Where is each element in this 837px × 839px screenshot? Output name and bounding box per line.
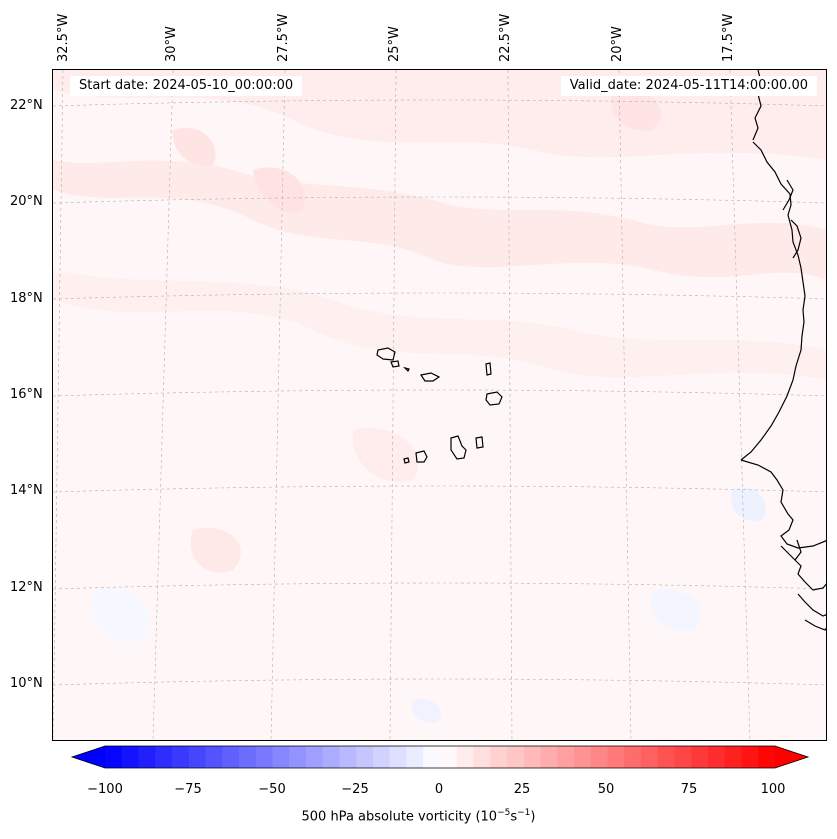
colorbar-segment [121, 746, 139, 768]
lon-label-20w: 20°W [610, 26, 625, 62]
colorbar-tick: −75 [174, 782, 202, 797]
valid-date-label: Valid_date: 2024-05-11T14:00:00.00 [560, 76, 817, 96]
colorbar-label: 500 hPa absolute vorticity (10−5s−1) [301, 808, 536, 825]
colorbar-segment [205, 746, 223, 768]
lon-label-32-5w: 32.5°W [56, 13, 71, 62]
island-fogo [415, 450, 428, 463]
vorticity-field [53, 70, 826, 740]
colorbar-tick: −50 [258, 782, 286, 797]
start-date-label: Start date: 2024-05-10_00:00:00 [70, 76, 303, 96]
island-sao-vicente [390, 360, 400, 368]
lat-label-22n: 22°N [10, 98, 43, 113]
colorbar-segment [373, 746, 391, 768]
colorbar-segment [674, 746, 692, 768]
colorbar-segment [155, 746, 173, 768]
island-santo-antao [376, 347, 396, 361]
colorbar-segment [456, 746, 474, 768]
colorbar-segment [138, 746, 156, 768]
colorbar-segment [624, 746, 642, 768]
colorbar-segment [339, 746, 357, 768]
colorbar-tick: 0 [434, 782, 444, 797]
colorbar-segment [473, 746, 491, 768]
colorbar-tick: 50 [597, 782, 615, 797]
colorbar-tick: −25 [341, 782, 369, 797]
colorbar-svg [70, 745, 810, 769]
colorbar-segment [724, 746, 742, 768]
lat-label-20n: 20°N [10, 194, 43, 209]
colorbar-segment [540, 746, 558, 768]
lat-label-12n: 12°N [10, 580, 43, 595]
lon-label-30w: 30°W [164, 26, 179, 62]
colorbar-segment [691, 746, 709, 768]
lon-label-17-5w: 17.5°W [721, 13, 736, 62]
colorbar-segment [172, 746, 190, 768]
cape-verde-islands [376, 347, 503, 464]
colorbar-segment [188, 746, 206, 768]
lat-label-10n: 10°N [10, 676, 43, 691]
colorbar-tick: −100 [87, 782, 123, 797]
african-coastline [740, 70, 826, 631]
colorbar-segment [423, 746, 441, 768]
colorbar-segment [389, 746, 407, 768]
colorbar-segment [574, 746, 592, 768]
lat-label-14n: 14°N [10, 483, 43, 498]
colorbar-segment [239, 746, 257, 768]
colorbar-segment [406, 746, 424, 768]
vorticity-map[interactable] [53, 70, 827, 741]
lon-label-27-5w: 27.5°W [276, 13, 291, 62]
colorbar-segment [222, 746, 240, 768]
colorbar-segment [657, 746, 675, 768]
colorbar-segment [557, 746, 575, 768]
island-boa-vista [485, 391, 503, 406]
colorbar-segment [356, 746, 374, 768]
lat-label-16n: 16°N [10, 387, 43, 402]
colorbar-segment [507, 746, 525, 768]
colorbar [70, 745, 810, 775]
island-sao-nicolau [420, 372, 441, 382]
colorbar-segment [272, 746, 290, 768]
colorbar-segment [306, 746, 324, 768]
colorbar-segment [758, 746, 776, 768]
colorbar-segment [523, 746, 541, 768]
island-santiago [450, 435, 467, 460]
colorbar-extend-min [72, 746, 105, 768]
colorbar-tick: 25 [513, 782, 531, 797]
lon-label-22-5w: 22.5°W [498, 13, 513, 62]
colorbar-segment [490, 746, 508, 768]
colorbar-tick: 100 [760, 782, 786, 797]
colorbar-outline [70, 745, 810, 769]
lat-label-18n: 18°N [10, 291, 43, 306]
colorbar-segment [641, 746, 659, 768]
colorbar-segment [741, 746, 759, 768]
map-panel[interactable] [52, 69, 827, 741]
lon-label-25w: 25°W [387, 26, 402, 62]
island-brava [403, 457, 410, 464]
colorbar-segment [708, 746, 726, 768]
island-maio [475, 436, 484, 449]
colorbar-segment [289, 746, 307, 768]
colorbar-tick: 75 [680, 782, 698, 797]
island-sal [485, 362, 492, 376]
colorbar-segment [590, 746, 608, 768]
colorbar-segment [440, 746, 458, 768]
island-santa-luzia [403, 366, 410, 373]
colorbar-segment [255, 746, 273, 768]
graticule [53, 70, 826, 740]
colorbar-segment [322, 746, 340, 768]
colorbar-segment [607, 746, 625, 768]
colorbar-extend-max [775, 746, 808, 768]
colorbar-segment [105, 746, 123, 768]
